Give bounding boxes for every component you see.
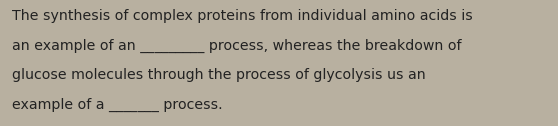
Text: The synthesis of complex proteins from individual amino acids is: The synthesis of complex proteins from i… [12,9,473,23]
Text: glucose molecules through the process of glycolysis us an: glucose molecules through the process of… [12,68,426,82]
Text: an example of an _________ process, whereas the breakdown of: an example of an _________ process, wher… [12,38,462,53]
Text: example of a _______ process.: example of a _______ process. [12,98,223,112]
